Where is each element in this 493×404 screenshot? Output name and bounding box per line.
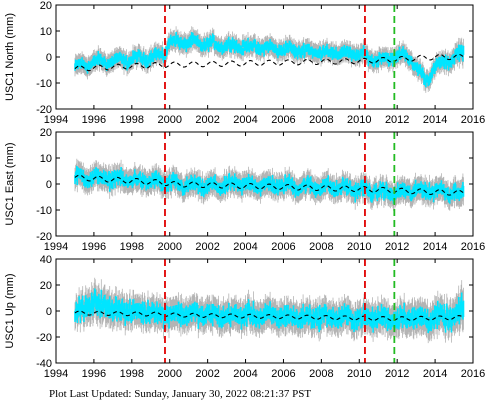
x-tick-label: 2006: [271, 368, 295, 380]
x-tick-label: 2010: [347, 368, 371, 380]
x-tick-label: 2006: [271, 241, 295, 253]
x-tick-label: 2010: [347, 241, 371, 253]
x-tick-label: 2002: [195, 241, 219, 253]
y-tick-label: 20: [40, 127, 52, 139]
x-tick-label: 2012: [385, 368, 409, 380]
x-tick-label: 1996: [82, 368, 106, 380]
plot-area: [74, 259, 465, 363]
x-tick-label: 2006: [271, 114, 295, 126]
x-tick-label: 2002: [195, 368, 219, 380]
x-tick-label: 2004: [233, 114, 257, 126]
y-axis-label: USC1 East (mm): [4, 142, 16, 225]
y-tick-label: -20: [36, 332, 52, 344]
y-tick-label: 40: [40, 254, 52, 266]
x-tick-label: 2016: [461, 368, 485, 380]
x-tick-label: 1994: [44, 241, 68, 253]
x-tick-label: 2012: [385, 114, 409, 126]
x-tick-label: 2004: [233, 241, 257, 253]
x-tick-label: 2000: [157, 114, 181, 126]
y-tick-label: -40: [36, 358, 52, 370]
x-tick-label: 1996: [82, 241, 106, 253]
x-tick-label: 2000: [157, 368, 181, 380]
up-panel: 1994 1996 1998 2000 2002 2004 2006 2008 2010 2012…: [4, 254, 485, 380]
x-tick-label: 1998: [120, 241, 144, 253]
plot-area: [74, 5, 465, 109]
x-tick-label: 2000: [157, 241, 181, 253]
x-tick-label: 2002: [195, 114, 219, 126]
y-tick-label: -20: [36, 104, 52, 116]
y-tick-label: 20: [40, 280, 52, 292]
y-tick-label: -10: [36, 205, 52, 217]
x-tick-label: 1994: [44, 368, 68, 380]
x-tick-label: 1998: [120, 368, 144, 380]
x-tick-label: 1996: [82, 114, 106, 126]
x-tick-label: 1994: [44, 114, 68, 126]
y-tick-label: 20: [40, 0, 52, 12]
y-tick-label: 10: [40, 153, 52, 165]
model-line: [74, 310, 464, 322]
x-tick-label: 1998: [120, 114, 144, 126]
y-tick-label: 10: [40, 26, 52, 38]
x-tick-label: 2014: [423, 241, 447, 253]
x-tick-label: 2014: [423, 114, 447, 126]
x-tick-label: 2008: [309, 241, 333, 253]
x-tick-label: 2016: [461, 114, 485, 126]
north-panel: 1994 1996 1998 2000 2002 2004 2006 2008 2010 2012…: [4, 0, 485, 126]
plot-last-updated: Plot Last Updated: Sunday, January 30, 2…: [49, 388, 312, 400]
x-tick-label: 2016: [461, 241, 485, 253]
x-tick-label: 2010: [347, 114, 371, 126]
y-tick-label: -20: [36, 231, 52, 243]
y-tick-label: 0: [46, 306, 52, 318]
y-tick-label: -10: [36, 78, 52, 90]
x-tick-label: 2004: [233, 368, 257, 380]
y-axis-label: USC1 North (mm): [4, 13, 16, 101]
model-line: [74, 174, 464, 196]
x-tick-label: 2014: [423, 368, 447, 380]
x-tick-label: 2012: [385, 241, 409, 253]
x-tick-label: 2008: [309, 114, 333, 126]
x-tick-label: 2008: [309, 368, 333, 380]
plot-area: [74, 132, 465, 236]
y-axis-label: USC1 Up (mm): [4, 273, 16, 348]
model-line: [74, 53, 464, 72]
y-tick-label: 0: [46, 52, 52, 64]
observation-points: [74, 288, 465, 334]
y-tick-label: 0: [46, 179, 52, 191]
east-panel: 1994 1996 1998 2000 2002 2004 2006 2008 2010 2012…: [4, 127, 485, 253]
